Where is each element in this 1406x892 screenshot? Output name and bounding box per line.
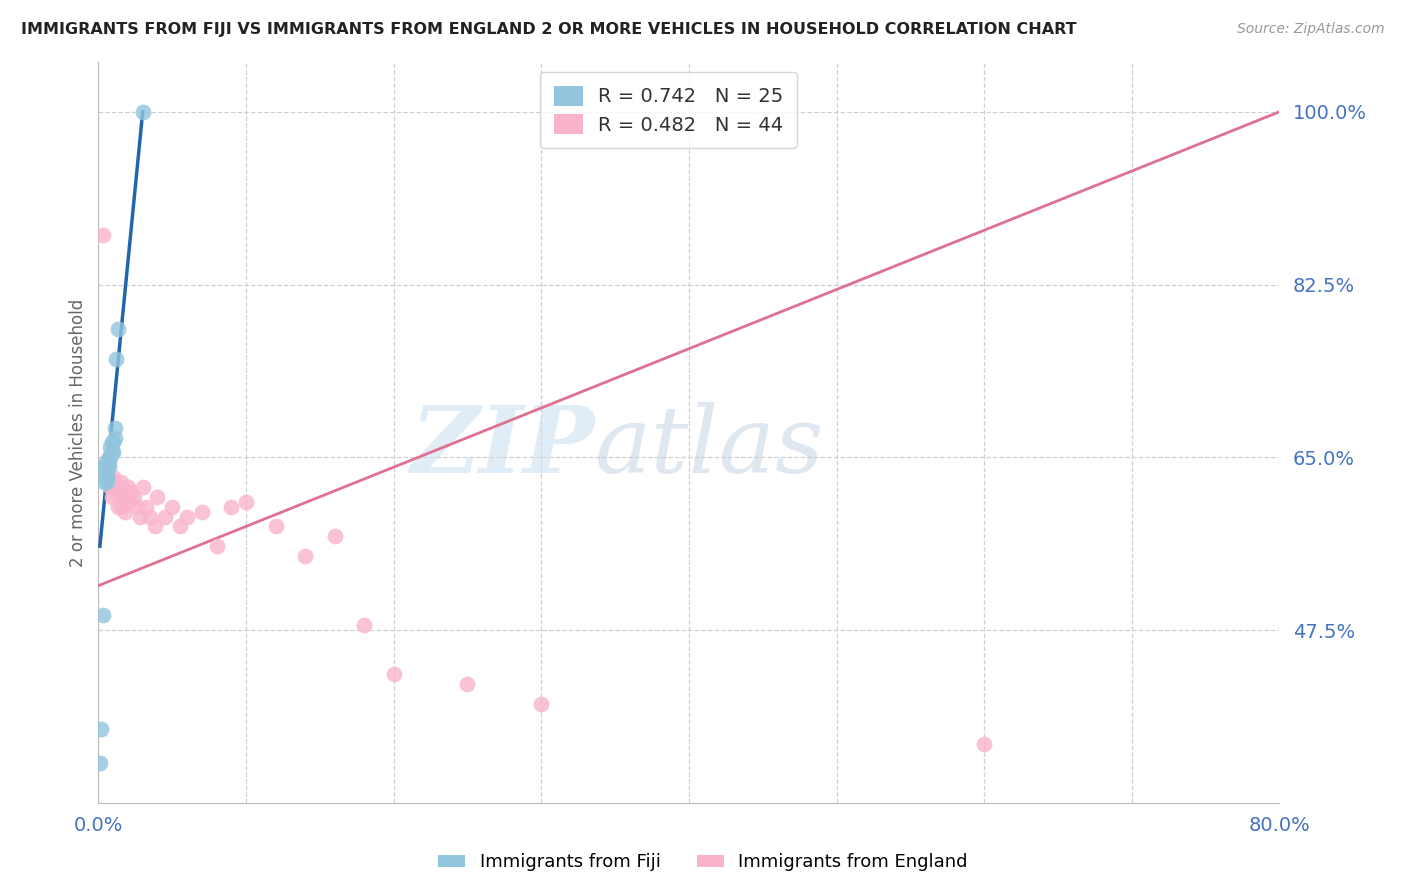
Point (91, 608, 114, 623)
Point (530, 697, 553, 711)
Point (96, 460, 118, 475)
Point (176, 509, 198, 524)
Point (100, 435, 122, 450)
Text: ZIP: ZIP (411, 402, 595, 492)
Point (122, 490, 145, 504)
Point (132, 480, 155, 494)
Point (111, 500, 134, 514)
Point (115, 484, 138, 499)
Y-axis label: 2 or more Vehicles in Household: 2 or more Vehicles in Household (69, 299, 87, 566)
Point (112, 490, 135, 504)
Point (96, 460, 118, 475)
Text: IMMIGRANTS FROM FIJI VS IMMIGRANTS FROM ENGLAND 2 OR MORE VEHICLES IN HOUSEHOLD : IMMIGRANTS FROM FIJI VS IMMIGRANTS FROM … (21, 22, 1077, 37)
Point (89, 756, 111, 771)
Point (100, 490, 122, 504)
Point (135, 500, 157, 514)
Point (146, 490, 169, 504)
Point (104, 431, 127, 445)
Point (103, 445, 125, 459)
Text: atlas: atlas (595, 402, 824, 492)
Point (973, 737, 995, 751)
Point (103, 470, 125, 484)
Point (93, 475, 115, 489)
Point (97, 460, 120, 475)
Point (118, 494, 141, 508)
Point (353, 618, 375, 632)
Point (153, 509, 176, 524)
Legend: R = 0.742   N = 25, R = 0.482   N = 44: R = 0.742 N = 25, R = 0.482 N = 44 (540, 72, 797, 148)
Point (235, 494, 257, 508)
Point (97, 470, 120, 484)
Point (91, 228, 114, 243)
Point (104, 475, 127, 489)
Point (264, 519, 287, 533)
Point (120, 484, 142, 499)
Point (191, 505, 214, 519)
Point (132, 104, 155, 119)
Point (96, 470, 118, 484)
Point (94, 460, 117, 475)
Point (294, 549, 316, 563)
Point (100, 445, 122, 459)
Point (104, 420, 127, 434)
Point (139, 509, 162, 524)
Point (107, 322, 129, 336)
Point (98, 480, 121, 494)
Point (93, 460, 115, 475)
Point (105, 351, 128, 366)
Point (110, 475, 132, 489)
Point (117, 480, 139, 494)
Point (107, 500, 129, 514)
Point (90, 722, 112, 736)
Point (162, 500, 183, 514)
Point (105, 484, 128, 499)
Point (96, 475, 118, 489)
Point (456, 677, 478, 691)
Point (382, 667, 405, 681)
Point (98, 450, 121, 465)
Point (169, 519, 191, 533)
Point (97, 450, 120, 465)
Point (94, 455, 117, 469)
Legend: Immigrants from Fiji, Immigrants from England: Immigrants from Fiji, Immigrants from En… (432, 847, 974, 879)
Point (114, 505, 136, 519)
Text: Source: ZipAtlas.com: Source: ZipAtlas.com (1237, 22, 1385, 37)
Point (94, 470, 117, 484)
Point (219, 500, 242, 514)
Point (94, 465, 117, 479)
Point (108, 480, 131, 494)
Point (205, 539, 228, 553)
Point (103, 435, 125, 450)
Point (125, 500, 148, 514)
Point (128, 509, 150, 524)
Point (323, 529, 346, 543)
Point (98, 441, 121, 455)
Point (143, 519, 166, 533)
Point (97, 455, 120, 469)
